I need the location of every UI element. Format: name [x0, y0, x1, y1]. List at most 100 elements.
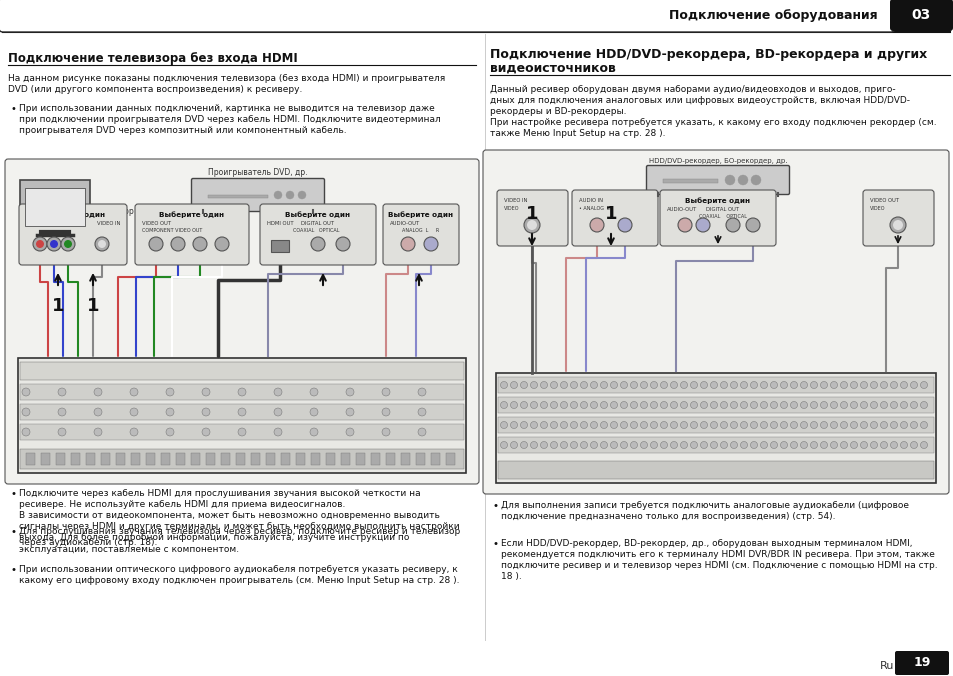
- Circle shape: [770, 441, 777, 448]
- Text: Если HDD/DVD-рекордер, BD-рекордер, др., оборудован выходным терминалом HDMI,
ре: Если HDD/DVD-рекордер, BD-рекордер, др.,…: [500, 539, 937, 581]
- Circle shape: [610, 422, 617, 429]
- Circle shape: [880, 381, 886, 389]
- Circle shape: [381, 428, 390, 436]
- Circle shape: [810, 381, 817, 389]
- Circle shape: [202, 388, 210, 396]
- Circle shape: [850, 441, 857, 448]
- FancyBboxPatch shape: [0, 0, 894, 32]
- Text: •: •: [493, 539, 498, 549]
- Circle shape: [810, 422, 817, 429]
- Circle shape: [700, 422, 707, 429]
- Circle shape: [619, 441, 627, 448]
- Circle shape: [274, 191, 282, 199]
- Circle shape: [639, 402, 647, 408]
- Circle shape: [166, 388, 173, 396]
- Bar: [497, 397, 933, 413]
- Circle shape: [33, 237, 47, 251]
- Text: HDMI OUT: HDMI OUT: [267, 221, 294, 226]
- Circle shape: [820, 381, 826, 389]
- Text: VIDEO IN: VIDEO IN: [96, 221, 120, 226]
- FancyBboxPatch shape: [482, 150, 948, 494]
- Circle shape: [335, 237, 350, 251]
- Circle shape: [790, 402, 797, 408]
- Circle shape: [840, 402, 846, 408]
- Text: Подключите через кабель HDMI для прослушивания звучания высокой четкости на
реси: Подключите через кабель HDMI для прослуш…: [19, 489, 459, 554]
- Circle shape: [659, 441, 667, 448]
- FancyBboxPatch shape: [894, 651, 948, 675]
- FancyBboxPatch shape: [382, 204, 458, 265]
- Circle shape: [745, 218, 760, 232]
- Circle shape: [274, 388, 282, 396]
- Bar: [251, 453, 260, 465]
- Bar: [206, 453, 214, 465]
- Circle shape: [619, 422, 627, 429]
- Circle shape: [171, 237, 185, 251]
- Text: 1: 1: [525, 205, 537, 223]
- Bar: [25, 188, 85, 226]
- Circle shape: [310, 428, 317, 436]
- Circle shape: [417, 388, 426, 396]
- Circle shape: [750, 402, 757, 408]
- Circle shape: [740, 402, 747, 408]
- Circle shape: [800, 381, 806, 389]
- Text: Выберите один: Выберите один: [40, 211, 106, 218]
- Text: AUDIO-OUT: AUDIO-OUT: [666, 207, 697, 212]
- Circle shape: [560, 402, 567, 408]
- Circle shape: [630, 441, 637, 448]
- Circle shape: [750, 422, 757, 429]
- Circle shape: [650, 441, 657, 448]
- Circle shape: [920, 441, 926, 448]
- Bar: [497, 377, 933, 393]
- Circle shape: [869, 441, 877, 448]
- Circle shape: [286, 191, 294, 199]
- Circle shape: [610, 441, 617, 448]
- Text: 03: 03: [910, 8, 929, 22]
- Bar: [20, 404, 463, 420]
- Bar: [497, 461, 933, 479]
- Circle shape: [417, 408, 426, 416]
- Circle shape: [840, 441, 846, 448]
- Circle shape: [193, 237, 207, 251]
- Circle shape: [650, 381, 657, 389]
- Circle shape: [869, 402, 877, 408]
- Circle shape: [850, 402, 857, 408]
- Circle shape: [710, 402, 717, 408]
- Circle shape: [36, 240, 44, 248]
- Circle shape: [599, 441, 607, 448]
- Text: VIDEO: VIDEO: [503, 206, 519, 211]
- Bar: [497, 417, 933, 433]
- Bar: [221, 453, 230, 465]
- Circle shape: [740, 422, 747, 429]
- Circle shape: [770, 422, 777, 429]
- Bar: [662, 179, 718, 183]
- Circle shape: [381, 388, 390, 396]
- Bar: [446, 453, 455, 465]
- Circle shape: [724, 175, 734, 185]
- Circle shape: [650, 422, 657, 429]
- Circle shape: [750, 441, 757, 448]
- Circle shape: [830, 402, 837, 408]
- Circle shape: [678, 218, 691, 232]
- Circle shape: [530, 402, 537, 408]
- Text: COAXIAL    OPTICAL: COAXIAL OPTICAL: [699, 214, 746, 219]
- Text: VIDEO: VIDEO: [869, 206, 884, 211]
- Circle shape: [570, 402, 577, 408]
- Circle shape: [237, 428, 246, 436]
- Circle shape: [920, 381, 926, 389]
- Circle shape: [690, 441, 697, 448]
- Circle shape: [880, 422, 886, 429]
- Circle shape: [520, 441, 527, 448]
- Bar: [175, 453, 185, 465]
- Circle shape: [560, 441, 567, 448]
- Bar: [71, 453, 80, 465]
- Text: Выберите один: Выберите один: [685, 197, 750, 203]
- Circle shape: [630, 381, 637, 389]
- Bar: [400, 453, 410, 465]
- Circle shape: [670, 381, 677, 389]
- Circle shape: [850, 381, 857, 389]
- Circle shape: [820, 441, 826, 448]
- Circle shape: [550, 422, 557, 429]
- Circle shape: [860, 422, 866, 429]
- Circle shape: [500, 441, 507, 448]
- Bar: [340, 453, 350, 465]
